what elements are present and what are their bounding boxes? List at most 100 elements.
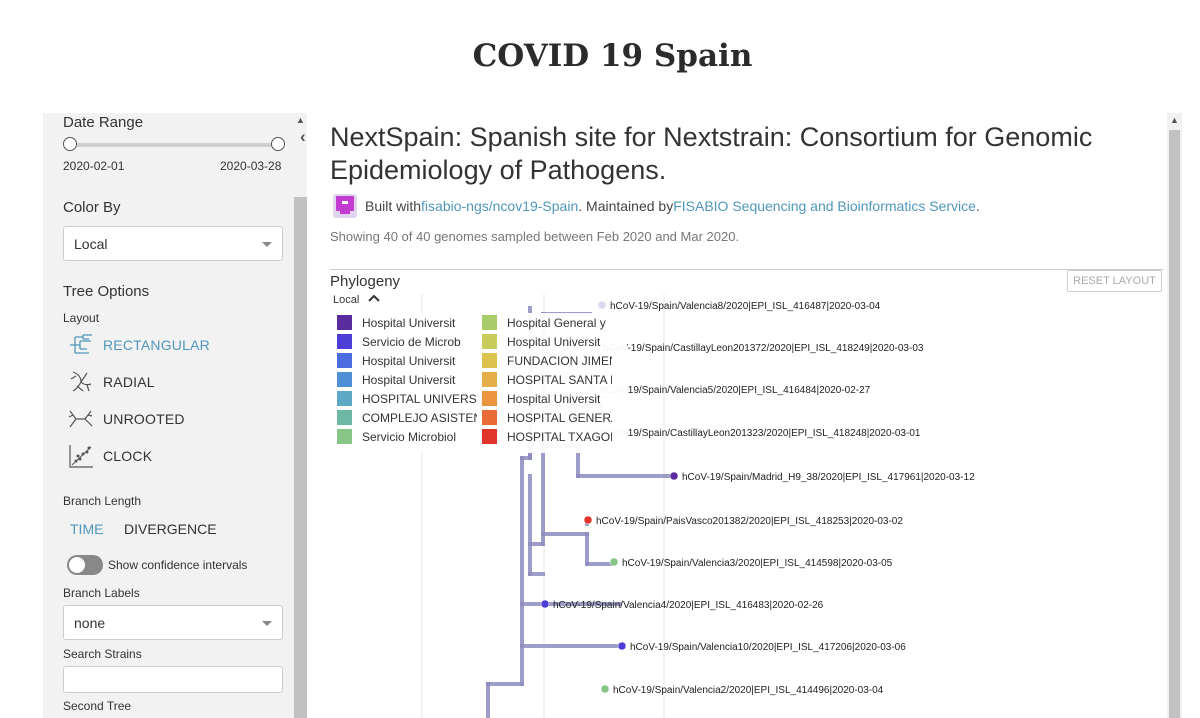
tip-node[interactable] bbox=[597, 300, 607, 310]
legend-label: COMPLEJO ASISTENC bbox=[362, 410, 477, 425]
sidebar-collapse-icon[interactable]: ‹ bbox=[300, 127, 306, 146]
legend-item[interactable]: HOSPITAL UNIVERSIT bbox=[337, 389, 477, 408]
tip-label[interactable]: hCoV-19/Spain/Valencia10/2020|EPI_ISL_41… bbox=[630, 642, 906, 653]
tip-label[interactable]: hCoV-19/Spain/CastillayLeon201372/2020|E… bbox=[603, 343, 924, 354]
sidebar: ▲ ‹ Date Range 2020-02-01 2020-03-28 Col… bbox=[43, 113, 307, 718]
legend-toggle[interactable]: Local bbox=[333, 294, 381, 306]
legend-swatch bbox=[337, 372, 352, 387]
legend: Hospital Universit Servicio de Microb Hosp… bbox=[337, 313, 627, 453]
legend-swatch bbox=[337, 353, 352, 368]
branch-length-time-button[interactable]: TIME bbox=[70, 521, 104, 537]
rectangular-tree-icon bbox=[70, 334, 92, 354]
tip-node[interactable] bbox=[540, 599, 550, 609]
branch-labels-select[interactable]: none bbox=[63, 605, 283, 640]
legend-label: HOSPITAL UNIVERSIT bbox=[362, 391, 477, 406]
legend-swatch bbox=[482, 353, 497, 368]
genomes-summary: Showing 40 of 40 genomes sampled between… bbox=[330, 229, 740, 244]
layout-unrooted-label: UNROOTED bbox=[103, 411, 185, 427]
tip-label[interactable]: hCoV-19/Spain/Valencia5/2020|EPI_ISL_416… bbox=[600, 385, 871, 396]
layout-clock-button[interactable]: CLOCK bbox=[67, 442, 152, 470]
tip-label[interactable]: hCoV-19/Spain/PaisVasco201382/2020|EPI_I… bbox=[596, 516, 903, 527]
phylogeny-title: Phylogeny bbox=[330, 273, 401, 290]
tip-label[interactable]: hCoV-19/Spain/Valencia2/2020|EPI_ISL_414… bbox=[613, 685, 884, 696]
legend-label: FUNDACION JIMEN bbox=[507, 353, 612, 368]
legend-label: Servicio de Microb bbox=[362, 334, 461, 349]
maintained-by-suffix: . bbox=[975, 198, 980, 214]
tip-node[interactable] bbox=[669, 471, 679, 481]
sidebar-scroll-up-arrow[interactable]: ▲ bbox=[296, 115, 305, 125]
legend-swatch bbox=[337, 315, 352, 330]
legend-item[interactable]: Hospital Universit bbox=[337, 351, 477, 370]
legend-swatch bbox=[337, 391, 352, 406]
legend-item[interactable]: HOSPITAL GENERAL bbox=[482, 408, 612, 427]
sidebar-scrollbar[interactable] bbox=[294, 197, 307, 718]
date-range-end-handle[interactable] bbox=[271, 137, 285, 151]
maintained-by-prefix: . Maintained by bbox=[578, 198, 674, 214]
legend-swatch bbox=[337, 334, 352, 349]
tip-label[interactable]: hCoV-19/Spain/Valencia3/2020|EPI_ISL_414… bbox=[622, 558, 893, 569]
toggle-knob bbox=[69, 557, 85, 573]
tip-label[interactable]: hCoV-19/Spain/Valencia4/2020|EPI_ISL_416… bbox=[553, 600, 824, 611]
legend-item[interactable]: Hospital Universit bbox=[482, 389, 612, 408]
maintainer-link[interactable]: FISABIO Sequencing and Bioinformatics Se… bbox=[673, 198, 976, 214]
legend-swatch bbox=[337, 410, 352, 425]
tip-label[interactable]: hCoV-19/Spain/Madrid_H9_38/2020|EPI_ISL_… bbox=[682, 472, 975, 483]
repo-link[interactable]: fisabio-ngs/ncov19-Spain bbox=[421, 198, 579, 214]
legend-label: HOSPITAL TXAGORI bbox=[507, 429, 612, 444]
legend-toggle-label: Local bbox=[333, 294, 360, 306]
legend-item[interactable]: Hospital Universit bbox=[337, 370, 477, 389]
legend-label: Hospital General y bbox=[507, 315, 606, 330]
legend-item[interactable]: Hospital Universit bbox=[482, 332, 612, 351]
layout-rectangular-label: RECTANGULAR bbox=[103, 337, 210, 353]
chevron-up-icon bbox=[368, 294, 381, 302]
legend-item[interactable]: Servicio Microbiol bbox=[337, 427, 477, 446]
legend-item[interactable]: Servicio de Microb bbox=[337, 332, 477, 351]
page-title: COVID 19 Spain bbox=[472, 38, 753, 74]
legend-item[interactable]: HOSPITAL SANTA M bbox=[482, 370, 612, 389]
layout-radial-button[interactable]: RADIAL bbox=[67, 368, 155, 396]
layout-rectangular-button[interactable]: RECTANGULAR bbox=[67, 331, 210, 359]
legend-swatch bbox=[482, 429, 497, 444]
tip-label[interactable]: hCoV-19/Spain/Valencia8/2020|EPI_ISL_416… bbox=[610, 301, 881, 312]
legend-item[interactable]: Hospital Universit bbox=[337, 313, 477, 332]
layout-clock-label: CLOCK bbox=[103, 448, 153, 464]
legend-swatch bbox=[482, 372, 497, 387]
nextstrain-title: NextSpain: Spanish site for Nextstrain: … bbox=[330, 122, 1093, 185]
built-with-prefix: Built with bbox=[365, 198, 422, 214]
branch-length-divergence-button[interactable]: DIVERGENCE bbox=[124, 521, 217, 537]
layout-radial-label: RADIAL bbox=[103, 374, 155, 390]
built-with-line: Built with fisabio-ngs/ncov19-Spain . Ma… bbox=[332, 193, 980, 219]
main-panel: NextSpain: Spanish site for Nextstrain: … bbox=[330, 113, 1166, 718]
main-scrollbar[interactable]: ▲ bbox=[1167, 113, 1182, 718]
scroll-up-arrow[interactable]: ▲ bbox=[1170, 115, 1179, 125]
layout-unrooted-button[interactable]: UNROOTED bbox=[67, 405, 185, 433]
tip-node[interactable] bbox=[609, 557, 619, 567]
legend-swatch bbox=[482, 334, 497, 349]
unrooted-tree-icon bbox=[68, 410, 93, 428]
confidence-intervals-toggle[interactable] bbox=[67, 555, 103, 575]
legend-item[interactable]: FUNDACION JIMEN bbox=[482, 351, 612, 370]
layout-label: Layout bbox=[63, 311, 100, 325]
scrollbar-thumb[interactable] bbox=[1169, 130, 1180, 718]
date-range-start-handle[interactable] bbox=[63, 137, 77, 151]
legend-swatch bbox=[482, 315, 497, 330]
date-range-slider[interactable] bbox=[69, 143, 279, 147]
legend-item[interactable]: Hospital General y bbox=[482, 313, 612, 332]
chevron-down-icon bbox=[262, 621, 272, 626]
reset-layout-button[interactable]: RESET LAYOUT bbox=[1067, 270, 1162, 292]
radial-tree-icon bbox=[70, 371, 92, 392]
legend-label: HOSPITAL SANTA M bbox=[507, 372, 612, 387]
tip-label[interactable]: hCoV-19/Spain/CastillayLeon201323/2020|E… bbox=[600, 428, 921, 439]
date-range-label: Date Range bbox=[63, 114, 144, 131]
legend-item[interactable]: COMPLEJO ASISTENC bbox=[337, 408, 477, 427]
branch-labels-label: Branch Labels bbox=[63, 586, 140, 600]
legend-label: Hospital Universit bbox=[362, 372, 456, 387]
legend-item[interactable]: HOSPITAL TXAGORI bbox=[482, 427, 612, 446]
tip-node[interactable] bbox=[583, 515, 593, 525]
legend-swatch bbox=[482, 391, 497, 406]
tip-node[interactable] bbox=[617, 641, 627, 651]
search-strains-input[interactable] bbox=[63, 666, 283, 693]
color-by-select[interactable]: Local bbox=[63, 226, 283, 261]
confidence-intervals-label: Show confidence intervals bbox=[108, 558, 248, 572]
tip-node[interactable] bbox=[600, 684, 610, 694]
